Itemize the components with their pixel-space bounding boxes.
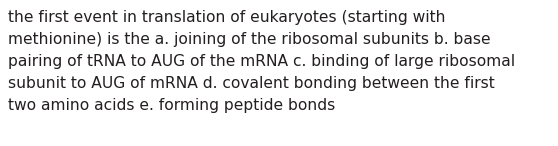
Text: methionine) is the a. joining of the ribosomal subunits b. base: methionine) is the a. joining of the rib… — [8, 32, 490, 47]
Text: subunit to AUG of mRNA d. covalent bonding between the first: subunit to AUG of mRNA d. covalent bondi… — [8, 76, 495, 91]
Text: two amino acids e. forming peptide bonds: two amino acids e. forming peptide bonds — [8, 98, 335, 113]
Text: the first event in translation of eukaryotes (starting with: the first event in translation of eukary… — [8, 10, 445, 25]
Text: pairing of tRNA to AUG of the mRNA c. binding of large ribosomal: pairing of tRNA to AUG of the mRNA c. bi… — [8, 54, 515, 69]
